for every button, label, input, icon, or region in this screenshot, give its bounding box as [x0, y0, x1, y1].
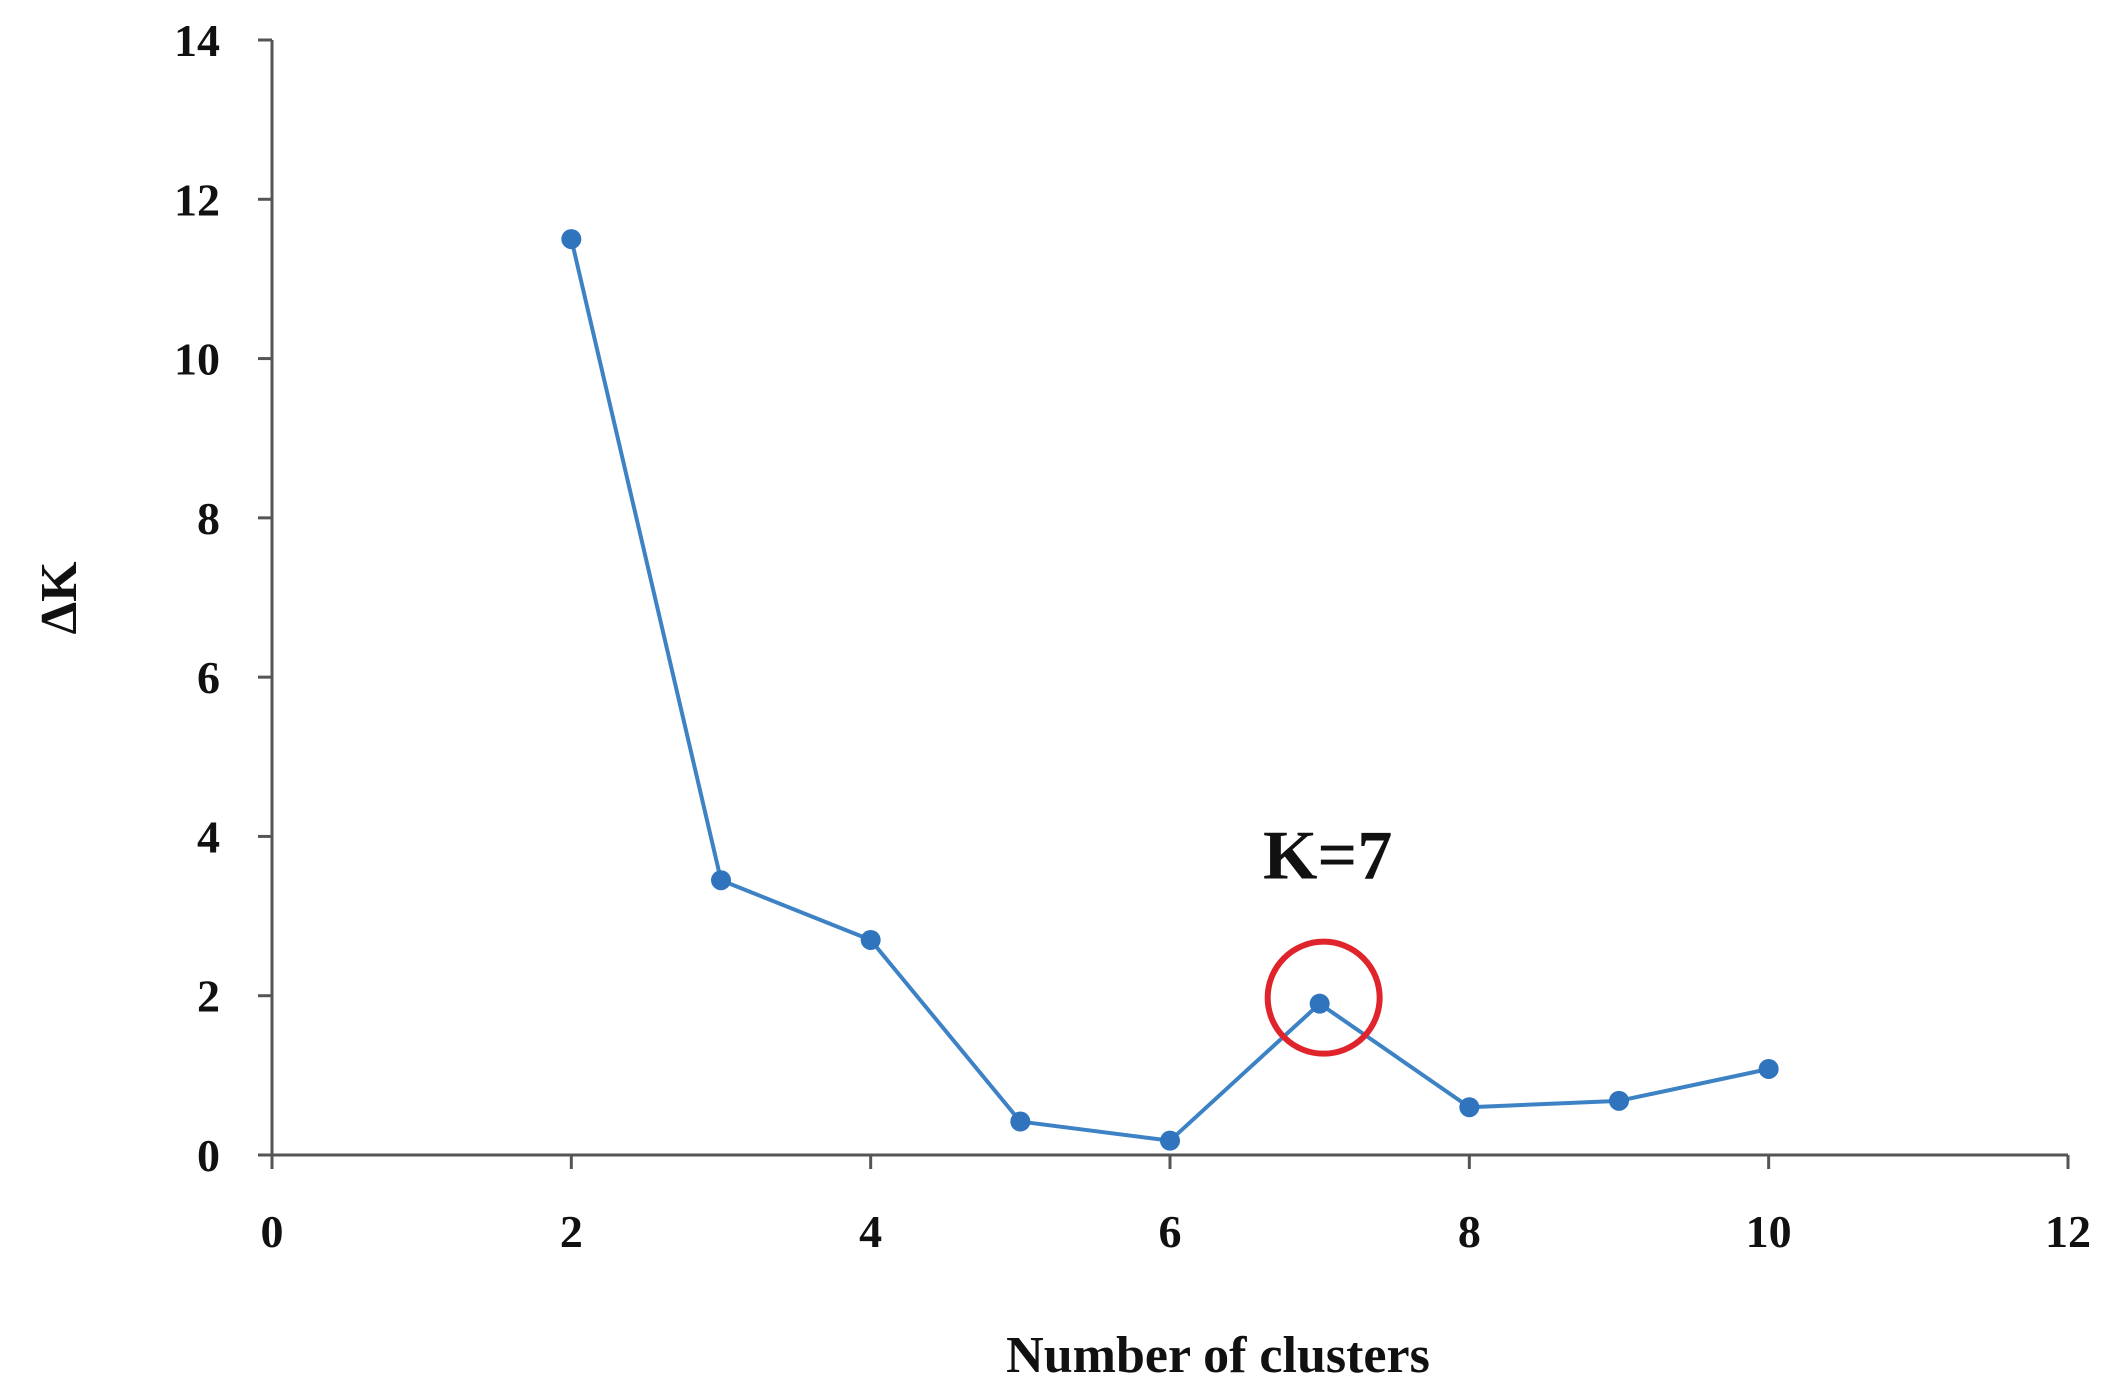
y-tick-label: 12	[174, 174, 220, 225]
y-tick-label: 10	[174, 334, 220, 385]
series-layer	[561, 229, 1779, 1151]
data-point	[1609, 1090, 1629, 1111]
x-tick-label: 10	[1746, 1206, 1792, 1257]
y-axis-title: ΔK	[31, 561, 88, 635]
y-tick-label: 2	[197, 971, 220, 1022]
x-tick-label: 4	[859, 1206, 882, 1257]
data-point	[1160, 1130, 1180, 1151]
highlight-circle	[1264, 938, 1383, 1057]
x-tick-label: 12	[2045, 1206, 2091, 1257]
x-tick-label: 0	[261, 1206, 284, 1257]
annotation-label: K=7	[1263, 818, 1392, 895]
data-point	[1758, 1058, 1779, 1079]
x-tick-label: 6	[1159, 1206, 1182, 1257]
x-axis: 0 2 4 6 8 10 12	[261, 1153, 2091, 1257]
data-point	[1459, 1097, 1480, 1118]
annotation-layer: K=7	[1263, 818, 1392, 1057]
y-tick-label: 4	[197, 811, 220, 862]
x-tick-label: 8	[1458, 1206, 1481, 1257]
y-tick-label: 6	[197, 652, 220, 703]
data-point	[561, 229, 582, 250]
x-axis-title: Number of clusters	[1006, 1327, 1430, 1384]
x-tick-label: 2	[560, 1206, 583, 1257]
y-ticks: 0 2 4 6 8 10 12 14	[174, 15, 272, 1181]
x-ticks: 0 2 4 6 8 10 12	[261, 1155, 2091, 1257]
data-point	[1010, 1111, 1031, 1132]
y-tick-label: 8	[197, 493, 220, 544]
data-point	[711, 870, 731, 891]
y-tick-label: 0	[197, 1130, 220, 1181]
series-line	[569, 238, 1770, 1143]
data-point	[860, 929, 881, 950]
y-axis: 0 2 4 6 8 10 12 14	[174, 15, 274, 1181]
y-tick-label: 14	[174, 15, 220, 66]
data-point	[1309, 993, 1330, 1014]
